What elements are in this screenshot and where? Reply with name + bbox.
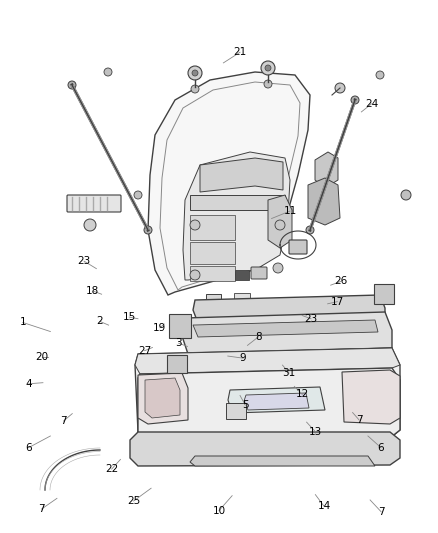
Text: 10: 10 (212, 506, 226, 515)
Polygon shape (130, 432, 400, 466)
Circle shape (68, 81, 76, 89)
Text: 9: 9 (240, 353, 247, 363)
Circle shape (192, 70, 198, 76)
Circle shape (144, 226, 152, 234)
Circle shape (264, 80, 272, 88)
Circle shape (351, 96, 359, 104)
Text: 26: 26 (334, 277, 347, 286)
Polygon shape (182, 312, 392, 354)
Polygon shape (200, 158, 283, 192)
Polygon shape (145, 378, 180, 418)
Polygon shape (138, 373, 188, 424)
Circle shape (321, 196, 329, 204)
FancyBboxPatch shape (67, 195, 121, 212)
Text: 8: 8 (255, 332, 262, 342)
Circle shape (104, 68, 112, 76)
Polygon shape (193, 320, 378, 337)
Text: 21: 21 (233, 47, 247, 57)
Polygon shape (342, 370, 400, 424)
Text: 23: 23 (78, 256, 91, 266)
Text: 1: 1 (19, 318, 26, 327)
Polygon shape (190, 266, 235, 281)
Circle shape (190, 220, 200, 230)
Circle shape (188, 66, 202, 80)
Text: 14: 14 (318, 502, 331, 511)
Text: 13: 13 (309, 427, 322, 437)
Text: 12: 12 (296, 390, 309, 399)
Circle shape (191, 85, 199, 93)
Polygon shape (315, 152, 338, 188)
FancyBboxPatch shape (235, 270, 249, 280)
Text: 6: 6 (378, 443, 385, 453)
Polygon shape (183, 152, 290, 280)
Polygon shape (138, 368, 400, 440)
Text: 23: 23 (304, 314, 318, 324)
Text: 22: 22 (105, 464, 118, 474)
Circle shape (261, 61, 275, 75)
Circle shape (265, 65, 271, 71)
Text: 2: 2 (96, 317, 103, 326)
FancyBboxPatch shape (226, 403, 246, 419)
Text: 4: 4 (25, 379, 32, 389)
Polygon shape (193, 295, 385, 323)
Text: 19: 19 (153, 323, 166, 333)
Polygon shape (148, 72, 310, 295)
Text: 25: 25 (127, 496, 140, 506)
Circle shape (275, 220, 285, 230)
Polygon shape (190, 456, 375, 466)
Polygon shape (135, 348, 400, 374)
FancyBboxPatch shape (289, 240, 307, 254)
Text: 24: 24 (365, 99, 378, 109)
Text: 15: 15 (123, 312, 136, 322)
Circle shape (84, 219, 96, 231)
Polygon shape (190, 195, 285, 210)
Text: 20: 20 (35, 352, 48, 362)
FancyBboxPatch shape (374, 284, 394, 304)
Text: 7: 7 (356, 415, 363, 425)
Polygon shape (135, 348, 400, 440)
Circle shape (401, 190, 411, 200)
Circle shape (134, 191, 142, 199)
Text: 3: 3 (175, 338, 182, 348)
Polygon shape (190, 242, 235, 264)
Circle shape (376, 71, 384, 79)
Polygon shape (190, 215, 235, 240)
FancyBboxPatch shape (251, 267, 267, 279)
Circle shape (335, 83, 345, 93)
Circle shape (273, 263, 283, 273)
Circle shape (190, 270, 200, 280)
Circle shape (306, 226, 314, 234)
Text: 7: 7 (378, 507, 385, 516)
Text: 7: 7 (38, 504, 45, 514)
FancyBboxPatch shape (234, 293, 250, 304)
Polygon shape (308, 178, 340, 225)
Polygon shape (268, 195, 292, 248)
Text: 11: 11 (283, 206, 297, 216)
FancyBboxPatch shape (167, 355, 187, 373)
FancyBboxPatch shape (206, 294, 221, 309)
Text: 31: 31 (283, 368, 296, 378)
Text: 5: 5 (242, 400, 249, 410)
Text: 18: 18 (86, 286, 99, 296)
Polygon shape (244, 393, 309, 410)
Text: 7: 7 (60, 416, 67, 426)
FancyBboxPatch shape (169, 314, 191, 338)
Text: 6: 6 (25, 443, 32, 453)
Text: 17: 17 (331, 297, 344, 306)
Polygon shape (228, 387, 325, 413)
Text: 27: 27 (138, 346, 151, 356)
